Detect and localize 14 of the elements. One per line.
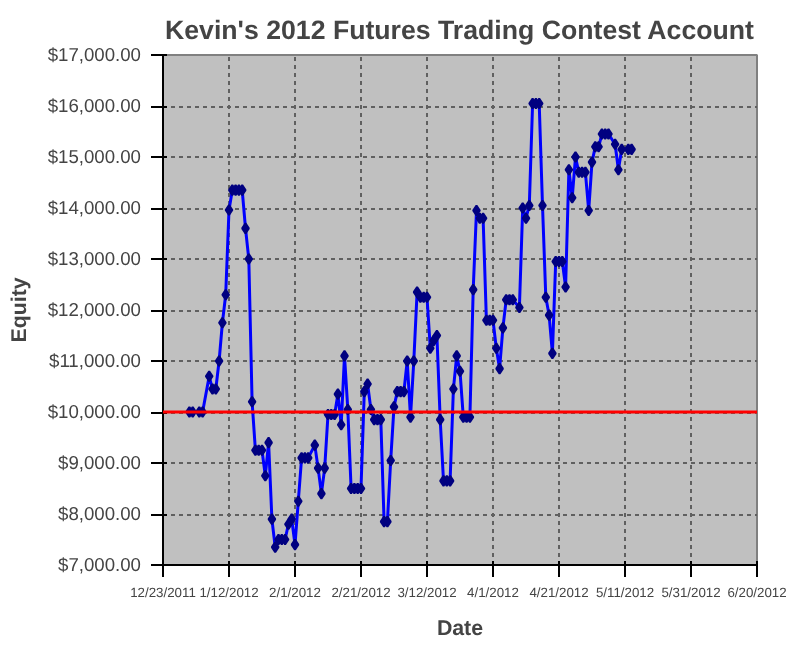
y-tick-label: $12,000.00 (47, 300, 141, 320)
y-tick-label: $15,000.00 (47, 147, 141, 167)
y-tick-label: $7,000.00 (58, 555, 141, 575)
y-axis-title: Equity (7, 277, 32, 343)
y-tick-label: $16,000.00 (47, 96, 141, 116)
y-tick-label: $9,000.00 (58, 453, 141, 473)
y-tick-label: $8,000.00 (58, 504, 141, 524)
x-axis-title: Date (436, 617, 484, 641)
y-tick-label: $13,000.00 (47, 249, 141, 269)
y-tick-label: $14,000.00 (47, 198, 141, 218)
y-tick-label: $11,000.00 (49, 351, 142, 371)
y-tick-label: $17,000.00 (47, 45, 141, 65)
chart-title: Kevin's 2012 Futures Trading Contest Account (165, 15, 756, 45)
y-tick-label: $10,000.00 (47, 402, 141, 422)
